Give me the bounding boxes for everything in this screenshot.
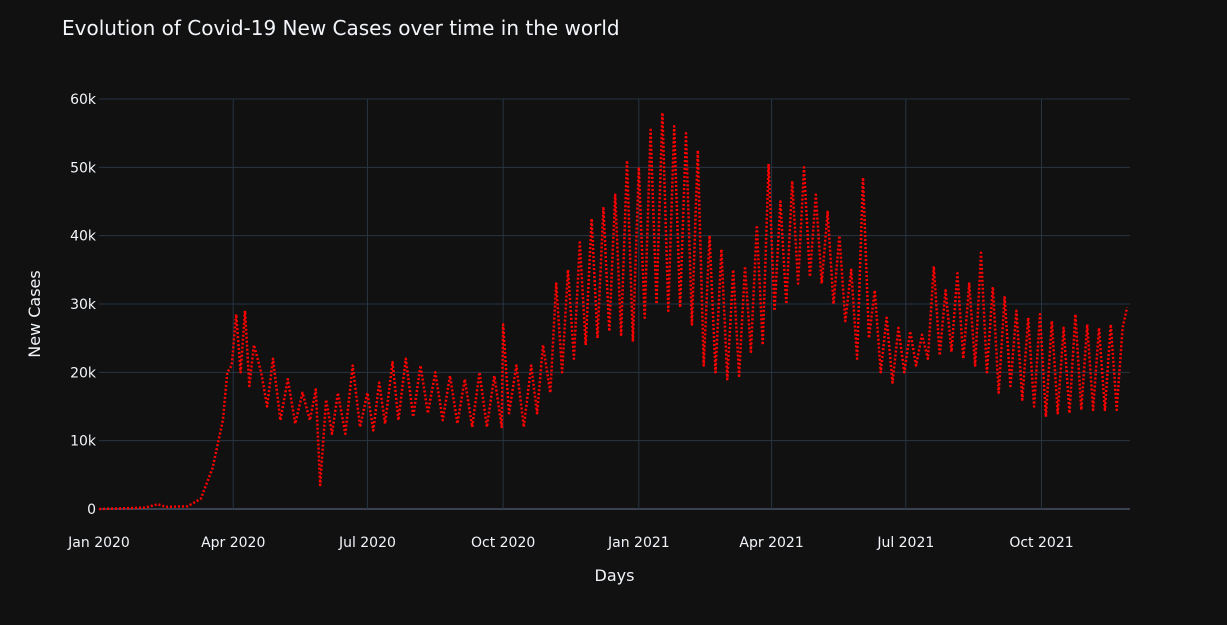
x-axis-title: Days bbox=[595, 566, 635, 585]
y-axis-title: New Cases bbox=[25, 270, 44, 357]
y-tick-label: 30k bbox=[70, 297, 97, 313]
x-tick-label: Jul 2021 bbox=[876, 535, 934, 551]
y-tick-labels: 0 10k 20k 30k 40k 50k 60k bbox=[70, 92, 97, 518]
grid bbox=[99, 98, 1130, 510]
chart-title: Evolution of Covid-19 New Cases over tim… bbox=[62, 16, 620, 40]
x-tick-label: Oct 2020 bbox=[471, 535, 535, 551]
x-tick-label: Jan 2021 bbox=[607, 535, 670, 551]
x-tick-labels: Jan 2020 Apr 2020 Jul 2020 Oct 2020 Jan 2021… bbox=[67, 535, 1073, 551]
y-tick-label: 20k bbox=[70, 365, 97, 381]
x-tick-label: Apr 2020 bbox=[201, 535, 265, 551]
y-tick-label: 0 bbox=[87, 502, 96, 518]
series-line-new-cases bbox=[98, 111, 1129, 511]
x-tick-label: Oct 2021 bbox=[1009, 535, 1073, 551]
x-tick-label: Jul 2020 bbox=[338, 535, 396, 551]
x-tick-label: Jan 2020 bbox=[67, 535, 130, 551]
x-tick-label: Apr 2021 bbox=[739, 535, 803, 551]
y-tick-label: 50k bbox=[70, 160, 97, 176]
y-tick-label: 40k bbox=[70, 229, 97, 245]
y-tick-label: 60k bbox=[70, 92, 97, 108]
y-tick-label: 10k bbox=[70, 434, 97, 450]
